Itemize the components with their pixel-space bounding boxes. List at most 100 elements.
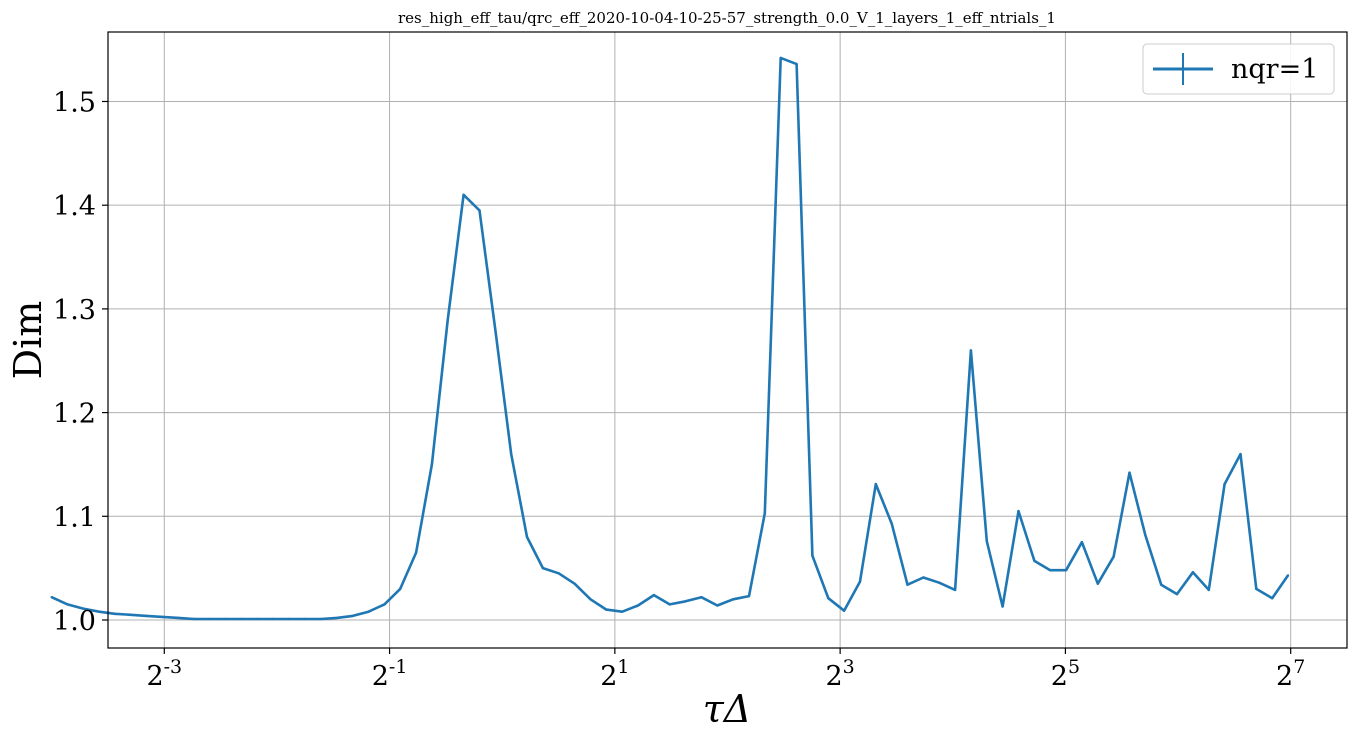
data-point [557, 572, 560, 575]
x-tick-label: 2-3 [146, 656, 182, 692]
data-point [795, 62, 798, 66]
data-point [383, 603, 386, 606]
data-point [1112, 555, 1115, 558]
data-point [224, 617, 228, 621]
data-point [319, 617, 323, 621]
x-tick-base: 2 [1051, 661, 1068, 692]
x-tick-base: 2 [146, 661, 163, 692]
data-point [922, 576, 925, 579]
x-tick-label: 21 [600, 656, 629, 692]
data-point [985, 540, 988, 543]
data-point [129, 613, 132, 616]
data-point [621, 610, 624, 613]
data-point [1207, 588, 1211, 592]
data-point [827, 597, 830, 600]
data-point [50, 596, 53, 599]
plot-frame [107, 31, 1348, 649]
x-tick-label: 2-1 [372, 656, 408, 692]
data-point [272, 617, 275, 621]
x-axis: 2-3 2-1 21 23 25 27 [146, 648, 1305, 692]
y-tick-label: 1.0 [53, 606, 96, 637]
y-axis-label: Dim [6, 301, 50, 380]
data-point [303, 617, 307, 621]
data-point [1128, 471, 1131, 474]
legend-box [1142, 43, 1335, 95]
data-point [113, 612, 117, 615]
data-point [858, 580, 862, 583]
data-point [240, 617, 243, 621]
data-point [668, 603, 671, 606]
y-tick-label: 1.4 [53, 191, 96, 222]
y-tick-label: 1.2 [53, 399, 96, 430]
data-point [335, 616, 338, 620]
x-tick-exponent: 1 [617, 656, 629, 678]
data-point [1271, 597, 1274, 600]
data-point [779, 56, 782, 60]
data-point [367, 610, 370, 613]
data-point [747, 594, 751, 598]
data-point [177, 616, 180, 620]
data-point [716, 604, 719, 607]
data-point [1255, 587, 1258, 591]
x-tick-exponent: -3 [164, 656, 183, 678]
data-point [700, 596, 703, 599]
data-point [478, 209, 481, 212]
data-point [636, 604, 640, 607]
data-point [652, 593, 656, 597]
y-tick-label: 1.3 [53, 295, 96, 326]
data-point [430, 463, 434, 466]
data-point [874, 482, 877, 486]
data-point [256, 617, 259, 621]
series-points-0 [50, 56, 1290, 621]
data-point [66, 603, 69, 606]
data-point [494, 328, 497, 331]
y-tick-label: 1.1 [53, 502, 96, 533]
data-point [1191, 571, 1195, 574]
data-point [510, 452, 513, 456]
x-tick-base: 2 [600, 661, 617, 692]
x-tick-exponent: 7 [1293, 656, 1305, 678]
x-tick-exponent: -1 [389, 656, 408, 678]
legend-entry-nqr-1: nqr=1 [1231, 54, 1318, 85]
data-point [1080, 541, 1084, 544]
data-point [1223, 482, 1226, 486]
data-point [161, 615, 164, 619]
data-point [1049, 569, 1052, 572]
data-point [906, 583, 909, 586]
data-point [605, 608, 608, 611]
x-tick-exponent: 3 [843, 656, 855, 678]
data-point [1001, 605, 1004, 608]
data-point [351, 614, 354, 618]
series-layer [50, 56, 1290, 621]
data-point [462, 193, 465, 196]
chart-title: res_high_eff_tau/qrc_eff_2020-10-04-10-2… [398, 9, 1056, 27]
data-point [525, 535, 529, 539]
x-tick-label: 25 [1051, 656, 1080, 692]
x-tick-base: 2 [825, 661, 842, 692]
data-point [589, 598, 592, 601]
x-tick-label: 23 [825, 656, 854, 692]
data-point [684, 600, 687, 603]
data-point [192, 617, 196, 621]
data-point [731, 598, 735, 601]
data-point [446, 318, 449, 321]
x-tick-base: 2 [1276, 661, 1293, 692]
x-axis-label: τΔ [703, 687, 751, 731]
data-point [82, 607, 85, 610]
x-tick-label: 27 [1276, 656, 1305, 692]
data-point [763, 512, 766, 515]
data-point [842, 609, 846, 612]
data-point [399, 587, 402, 591]
data-point [1096, 582, 1100, 585]
data-point [288, 617, 291, 621]
data-point [1144, 533, 1147, 537]
y-tick-label: 1.5 [53, 87, 96, 118]
y-axis: 1.0 1.1 1.2 1.3 1.4 1.5 [53, 87, 108, 637]
data-point [938, 581, 941, 584]
x-tick-base: 2 [372, 661, 389, 692]
data-point [145, 614, 148, 618]
data-point [97, 610, 101, 613]
data-point [1286, 574, 1290, 577]
data-point [1017, 509, 1020, 513]
